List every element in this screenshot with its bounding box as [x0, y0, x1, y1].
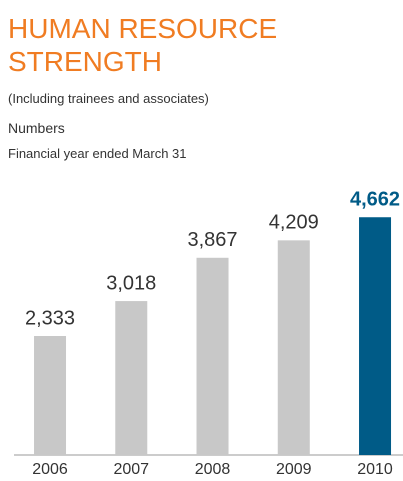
value-label: 3,018 [106, 272, 156, 294]
value-label: 3,867 [187, 229, 237, 251]
x-tick-label: 2007 [113, 461, 149, 478]
x-tick-label: 2008 [195, 461, 231, 478]
value-label: 2,333 [25, 307, 75, 329]
bar [196, 257, 229, 455]
y-axis-label: Numbers [8, 120, 65, 136]
x-tick-label: 2010 [357, 461, 393, 478]
x-tick-label: 2009 [276, 461, 312, 478]
chart-note: Financial year ended March 31 [8, 146, 187, 161]
chart-title: HUMAN RESOURCE STRENGTH [8, 13, 278, 77]
value-label: 4,209 [269, 212, 319, 234]
bar [277, 240, 310, 455]
bar [359, 217, 392, 455]
value-label: 4,662 [350, 189, 400, 211]
chart-subtitle: (Including trainees and associates) [8, 91, 209, 106]
bar [34, 336, 67, 455]
bar [115, 301, 148, 455]
x-tick-label: 2006 [32, 461, 68, 478]
